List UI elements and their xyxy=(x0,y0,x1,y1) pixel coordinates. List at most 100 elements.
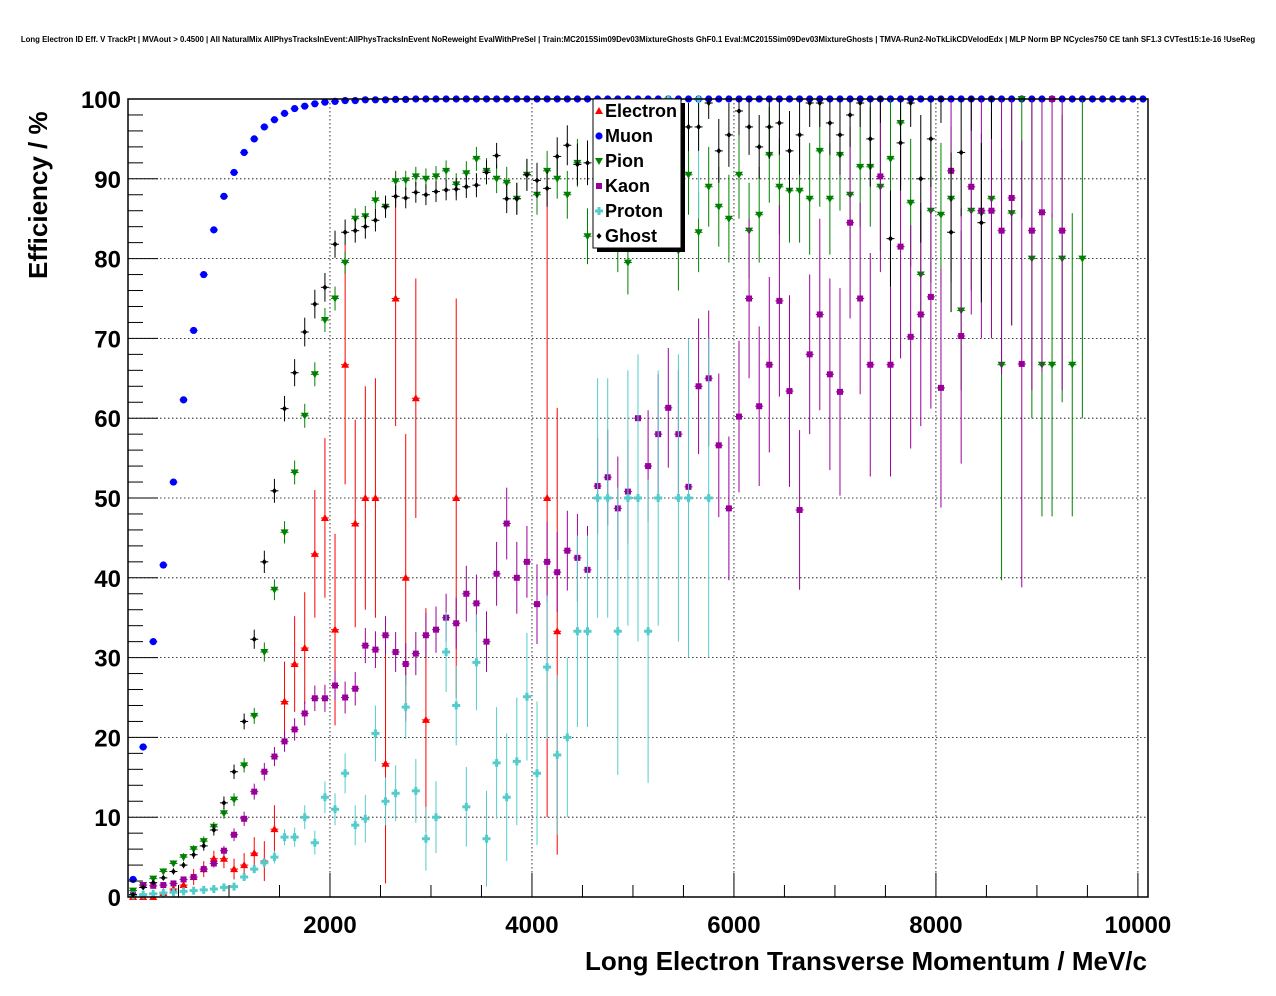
data-point xyxy=(756,403,763,410)
data-point xyxy=(432,813,441,822)
data-point xyxy=(219,854,228,862)
data-point xyxy=(302,329,308,336)
data-point xyxy=(270,586,279,594)
data-point xyxy=(936,211,945,219)
data-point xyxy=(867,361,874,368)
data-point xyxy=(806,351,813,358)
data-point xyxy=(564,142,570,149)
data-point xyxy=(856,163,865,171)
data-point xyxy=(240,873,249,882)
data-point xyxy=(312,301,318,308)
data-point xyxy=(169,888,178,897)
data-point xyxy=(492,175,501,183)
data-point xyxy=(473,182,479,189)
data-point xyxy=(554,569,561,576)
data-point xyxy=(332,241,338,248)
data-point xyxy=(220,192,228,200)
data-point xyxy=(170,880,177,887)
data-point xyxy=(372,646,379,653)
data-point xyxy=(837,131,843,138)
data-point xyxy=(159,561,167,569)
data-point xyxy=(544,558,551,565)
data-point xyxy=(282,405,288,412)
data-point xyxy=(311,100,319,108)
data-point xyxy=(534,601,541,608)
data-point xyxy=(847,219,854,226)
data-point xyxy=(230,796,239,804)
data-point xyxy=(877,173,884,180)
data-point xyxy=(684,171,693,179)
data-point xyxy=(179,887,188,896)
data-point xyxy=(383,203,389,210)
data-point xyxy=(514,195,520,202)
data-point xyxy=(179,881,188,889)
data-point xyxy=(674,494,683,502)
data-point xyxy=(724,215,733,223)
data-point xyxy=(534,177,540,184)
data-point xyxy=(321,98,329,106)
data-point xyxy=(342,229,348,236)
x-tick-label: 4000 xyxy=(505,912,558,939)
data-point xyxy=(1028,227,1035,234)
data-point xyxy=(1038,209,1045,216)
data-point xyxy=(310,371,319,379)
data-point xyxy=(250,135,258,143)
data-point xyxy=(351,821,360,830)
data-point xyxy=(341,259,350,267)
data-point xyxy=(847,111,853,118)
data-point xyxy=(189,886,198,895)
data-point xyxy=(573,627,582,636)
data-point xyxy=(645,463,652,470)
data-point xyxy=(1059,227,1066,234)
data-point xyxy=(391,789,400,798)
y-tick-label: 60 xyxy=(94,406,121,433)
data-point xyxy=(341,96,349,105)
y-tick-label: 40 xyxy=(94,566,121,593)
data-point xyxy=(371,96,380,104)
data-point xyxy=(159,889,168,898)
data-point xyxy=(411,173,420,181)
legend-label-proton: Proton xyxy=(605,201,663,221)
data-point xyxy=(482,834,491,843)
data-point xyxy=(887,361,894,368)
data-point xyxy=(756,143,762,150)
data-point xyxy=(563,191,572,199)
data-point xyxy=(714,203,723,211)
data-point xyxy=(341,769,350,778)
data-point xyxy=(797,131,803,138)
y-tick-label: 50 xyxy=(94,486,121,513)
data-point xyxy=(210,226,218,234)
data-point xyxy=(684,494,693,502)
data-point xyxy=(494,152,500,159)
data-point xyxy=(766,123,772,130)
x-tick-label: 6000 xyxy=(707,912,760,939)
data-point xyxy=(867,135,873,142)
data-point xyxy=(240,762,249,770)
data-point xyxy=(553,627,562,635)
data-point xyxy=(734,171,743,179)
data-point xyxy=(139,743,147,751)
data-point xyxy=(595,158,603,165)
data-point xyxy=(968,183,975,190)
data-point xyxy=(634,494,642,502)
data-point xyxy=(320,317,329,325)
data-point xyxy=(149,638,157,646)
series-proton xyxy=(129,95,713,900)
data-point xyxy=(472,658,481,667)
data-point xyxy=(290,833,299,842)
data-point xyxy=(231,768,237,775)
data-point xyxy=(596,183,602,189)
legend-label-kaon: Kaon xyxy=(605,176,650,196)
data-point xyxy=(250,865,259,874)
data-point xyxy=(826,371,833,378)
data-point xyxy=(503,520,510,527)
data-point xyxy=(696,123,702,130)
data-point xyxy=(452,494,461,501)
data-point xyxy=(726,131,732,138)
data-point xyxy=(533,769,542,778)
data-point xyxy=(493,570,500,577)
y-tick-label: 20 xyxy=(94,725,121,752)
data-point xyxy=(381,759,390,767)
data-point xyxy=(290,469,299,477)
data-point xyxy=(260,858,269,867)
